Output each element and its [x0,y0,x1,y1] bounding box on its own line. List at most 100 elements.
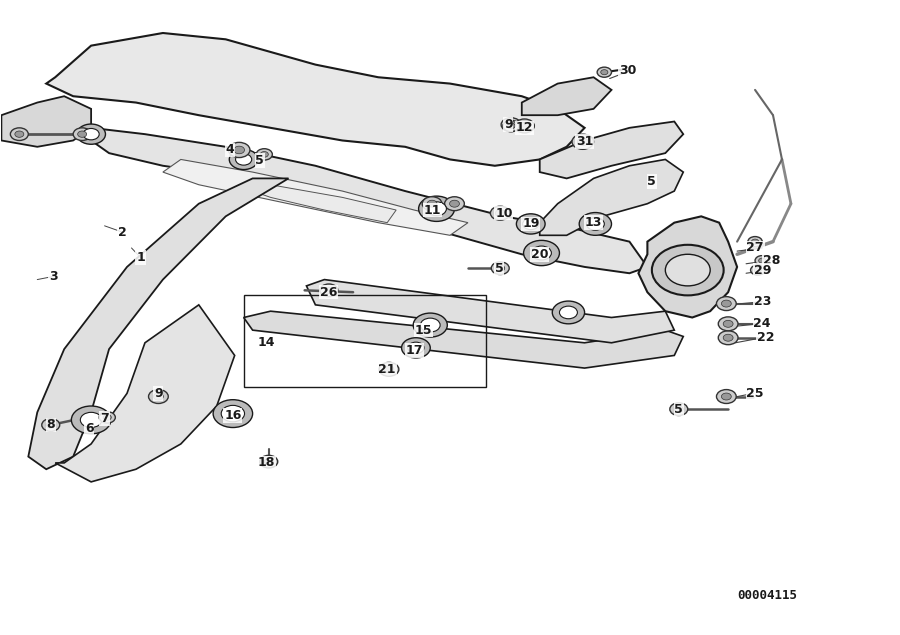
Circle shape [523,218,539,230]
Circle shape [515,119,535,133]
Text: 19: 19 [522,217,539,231]
Circle shape [104,415,112,420]
Circle shape [256,149,273,160]
Circle shape [507,123,515,129]
Circle shape [46,422,55,428]
Text: 8: 8 [47,418,55,431]
Circle shape [491,262,509,274]
Circle shape [716,390,736,403]
Circle shape [324,287,333,293]
Circle shape [320,284,338,297]
Circle shape [236,154,252,165]
Text: 18: 18 [257,457,274,469]
Text: 7: 7 [100,412,109,425]
Circle shape [597,67,611,77]
Circle shape [401,338,430,358]
Circle shape [517,214,545,234]
Circle shape [752,239,759,244]
Text: 27: 27 [746,241,764,255]
Polygon shape [28,178,289,469]
Circle shape [213,399,253,427]
Polygon shape [46,33,585,166]
Circle shape [652,245,724,295]
Circle shape [428,200,437,207]
Polygon shape [540,159,683,236]
Circle shape [580,213,611,236]
Circle shape [408,342,424,354]
Circle shape [496,265,505,271]
Text: 4: 4 [226,144,235,156]
Polygon shape [55,305,235,482]
Text: 2: 2 [118,225,127,239]
Circle shape [265,458,274,465]
Circle shape [230,149,258,170]
Polygon shape [253,185,396,223]
Text: 23: 23 [753,295,771,308]
Circle shape [724,320,733,327]
Circle shape [80,412,102,427]
Circle shape [148,390,168,403]
Text: 21: 21 [378,363,396,376]
Text: 20: 20 [531,248,548,261]
Circle shape [503,120,519,131]
Circle shape [379,363,399,377]
Circle shape [751,265,765,275]
Circle shape [73,128,91,140]
Circle shape [748,237,762,246]
Circle shape [553,301,585,324]
Circle shape [77,131,86,137]
Text: 12: 12 [516,121,533,135]
Circle shape [670,403,688,415]
Circle shape [450,200,459,207]
Circle shape [759,258,766,263]
Circle shape [716,297,736,311]
Circle shape [229,142,250,157]
Text: 9: 9 [154,387,163,400]
Circle shape [495,210,505,217]
Text: 5: 5 [495,262,504,275]
Circle shape [221,405,245,422]
Circle shape [11,128,28,140]
Circle shape [384,366,394,373]
Circle shape [418,196,454,222]
Text: 5: 5 [647,175,656,188]
Text: 3: 3 [50,270,58,283]
Text: 9: 9 [504,118,513,131]
Text: 1: 1 [136,251,145,264]
Circle shape [260,455,278,468]
Text: 5: 5 [674,403,683,416]
Polygon shape [163,159,468,236]
Circle shape [76,124,105,144]
Text: 22: 22 [757,331,775,344]
Circle shape [724,334,733,341]
Circle shape [422,197,442,211]
Circle shape [491,206,510,220]
Circle shape [718,317,738,331]
Circle shape [560,306,578,319]
Text: 16: 16 [224,409,241,422]
Text: 29: 29 [753,264,771,277]
Text: 6: 6 [85,422,94,434]
Text: 00004115: 00004115 [737,589,797,602]
Circle shape [578,138,589,145]
Text: 24: 24 [753,318,771,330]
Circle shape [71,406,111,434]
Text: 28: 28 [762,254,780,267]
Circle shape [413,313,447,337]
Circle shape [234,146,245,154]
Text: 17: 17 [405,344,423,357]
Text: 31: 31 [576,135,593,148]
Text: 15: 15 [414,324,432,337]
Circle shape [445,197,464,211]
Polygon shape [2,97,91,147]
Circle shape [427,202,446,216]
Polygon shape [638,217,737,318]
Circle shape [674,406,683,412]
Circle shape [519,123,529,130]
Polygon shape [522,77,611,115]
Polygon shape [540,121,683,178]
Circle shape [501,117,521,131]
Text: 30: 30 [619,64,636,77]
Circle shape [99,411,115,423]
Polygon shape [244,311,683,368]
